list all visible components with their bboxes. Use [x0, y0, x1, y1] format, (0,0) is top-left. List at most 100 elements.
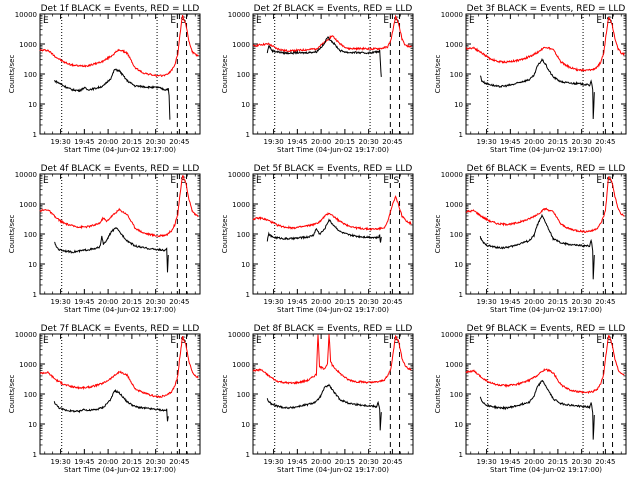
panel-title: Det 7f BLACK = Events, RED = LLD: [41, 324, 200, 334]
x-tick-label: 20:45: [169, 138, 189, 146]
x-tick-label: 20:15: [335, 298, 355, 306]
y-tick-label: 10: [454, 261, 463, 269]
y-tick-label: 100: [450, 71, 463, 79]
lld-series-line: [252, 195, 412, 231]
y-tick-label: 100: [450, 391, 463, 399]
y-tick-label: 10: [241, 101, 250, 109]
y-tick-label: 1: [33, 451, 37, 459]
x-axis-label: Start Time (04-Jun-02 19:17:00): [64, 466, 176, 474]
y-tick-label: 10: [28, 421, 37, 429]
x-axis-label: Start Time (04-Jun-02 19:17:00): [490, 146, 602, 154]
interval-marker-label: S: [394, 16, 400, 26]
x-tick-label: 20:15: [548, 458, 568, 466]
x-tick-label: 19:30: [51, 458, 71, 466]
y-tick-label: 1000: [445, 201, 463, 209]
y-tick-label: 10000: [15, 331, 37, 339]
x-tick-label: 19:45: [287, 138, 307, 146]
y-tick-label: 100: [450, 231, 463, 239]
x-tick-label: 20:45: [382, 138, 402, 146]
interval-marker-label: E: [596, 16, 602, 26]
interval-marker-label: E: [383, 16, 389, 26]
x-tick-label: 19:30: [264, 298, 284, 306]
interval-marker-label: E: [469, 16, 475, 26]
x-tick-label: 20:45: [169, 458, 189, 466]
interval-marker-label: E: [596, 176, 602, 186]
x-tick-label: 19:45: [287, 298, 307, 306]
events-series-line: [266, 36, 382, 77]
interval-marker-label: S: [181, 16, 187, 26]
x-tick-label: 19:30: [51, 298, 71, 306]
interval-marker-label: S: [607, 336, 613, 346]
events-series-line: [479, 379, 595, 440]
y-axis-label: Counts/sec: [8, 375, 16, 414]
x-tick-label: 20:30: [572, 138, 592, 146]
y-tick-label: 1: [246, 451, 250, 459]
x-tick-label: 20:15: [122, 138, 142, 146]
y-tick-label: 10000: [228, 171, 250, 179]
x-tick-label: 20:15: [122, 458, 142, 466]
interval-marker-label: E: [256, 16, 262, 26]
x-tick-label: 20:45: [595, 458, 615, 466]
interval-marker-label: E: [596, 336, 602, 346]
y-tick-label: 100: [237, 231, 250, 239]
x-axis-label: Start Time (04-Jun-02 19:17:00): [277, 466, 389, 474]
x-tick-label: 20:30: [572, 298, 592, 306]
lld-series-line: [39, 14, 199, 78]
x-axis-label: Start Time (04-Jun-02 19:17:00): [490, 466, 602, 474]
y-axis-label: Counts/sec: [8, 215, 16, 254]
x-tick-label: 19:45: [500, 458, 520, 466]
interval-marker-label: E: [469, 176, 475, 186]
panel-title: Det 6f BLACK = Events, RED = LLD: [467, 164, 626, 174]
x-tick-label: 20:30: [146, 138, 166, 146]
y-tick-label: 10000: [15, 11, 37, 19]
y-tick-label: 1: [33, 131, 37, 139]
interval-marker-label: E: [43, 176, 49, 186]
y-tick-label: 10: [28, 261, 37, 269]
panel-title: Det 5f BLACK = Events, RED = LLD: [254, 164, 413, 174]
y-tick-label: 100: [24, 391, 37, 399]
x-tick-label: 19:30: [477, 298, 497, 306]
x-tick-label: 20:45: [595, 298, 615, 306]
plot-frame: [39, 13, 201, 135]
interval-marker-label: S: [394, 336, 400, 346]
x-tick-label: 20:00: [524, 138, 544, 146]
lld-series-line: [465, 16, 625, 72]
x-tick-label: 19:30: [477, 458, 497, 466]
x-axis-label: Start Time (04-Jun-02 19:17:00): [277, 306, 389, 314]
y-tick-label: 1000: [19, 361, 37, 369]
interval-marker-label: E: [469, 336, 475, 346]
lld-series-line: [465, 335, 625, 395]
plot-frame: [465, 173, 627, 295]
y-tick-label: 100: [237, 391, 250, 399]
x-tick-label: 20:00: [524, 298, 544, 306]
interval-marker-label: S: [181, 336, 187, 346]
y-axis-label: Counts/sec: [434, 55, 442, 94]
lld-series-line: [40, 336, 199, 399]
interval-marker-label: S: [607, 176, 613, 186]
detector-panel: Det 1f BLACK = Events, RED = LLD 1 10 100 10…: [8, 4, 201, 154]
x-tick-label: 20:00: [311, 298, 331, 306]
plot-frame: [252, 13, 414, 135]
x-tick-label: 20:00: [98, 458, 118, 466]
y-tick-label: 1: [246, 131, 250, 139]
detector-panel: Det 3f BLACK = Events, RED = LLD 1 10 100 10…: [434, 4, 627, 154]
x-tick-label: 19:45: [500, 138, 520, 146]
y-tick-label: 10000: [228, 331, 250, 339]
panel-title: Det 1f BLACK = Events, RED = LLD: [41, 4, 200, 14]
x-tick-label: 19:45: [74, 298, 94, 306]
events-series-line: [479, 213, 595, 280]
y-tick-label: 1000: [19, 41, 37, 49]
panel-title: Det 8f BLACK = Events, RED = LLD: [254, 324, 413, 334]
x-tick-label: 20:45: [382, 458, 402, 466]
y-axis-label: Counts/sec: [434, 375, 442, 414]
x-tick-label: 19:30: [264, 458, 284, 466]
panel-title: Det 4f BLACK = Events, RED = LLD: [41, 164, 200, 174]
plot-frame: [252, 333, 414, 455]
interval-marker-label: E: [43, 336, 49, 346]
x-tick-label: 20:45: [169, 298, 189, 306]
x-axis-label: Start Time (04-Jun-02 19:17:00): [490, 306, 602, 314]
y-tick-label: 1000: [445, 361, 463, 369]
y-tick-label: 1: [459, 291, 463, 299]
plot-frame: [465, 333, 627, 455]
